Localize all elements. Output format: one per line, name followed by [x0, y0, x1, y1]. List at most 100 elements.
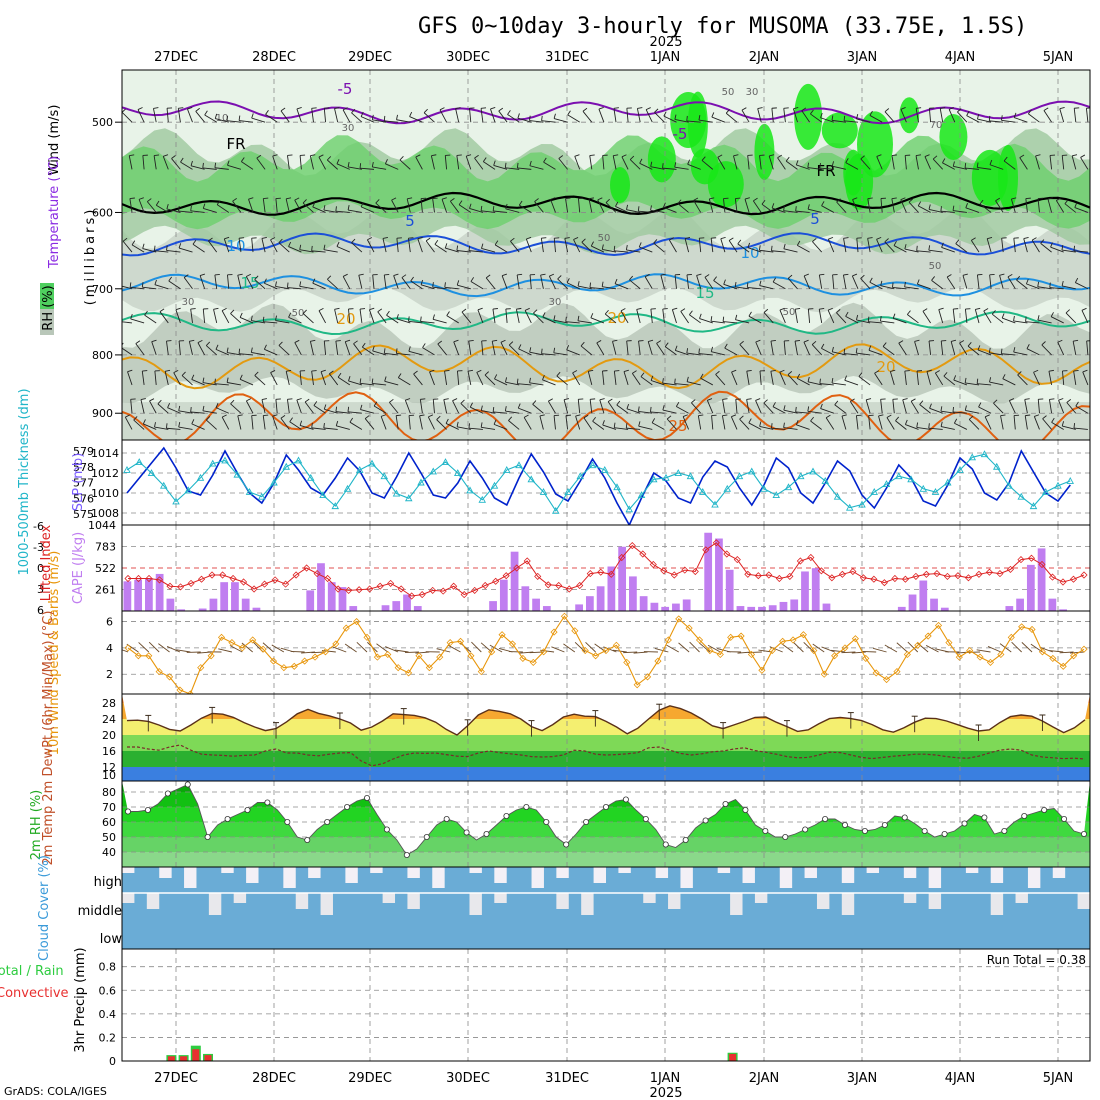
- cape-bar: [736, 606, 745, 611]
- wind-barb: [493, 210, 508, 213]
- wind-barb: [880, 320, 895, 324]
- li-marker: [901, 575, 909, 583]
- wind-barb-flag: [978, 402, 982, 408]
- date-label-top: 3JAN: [847, 50, 878, 65]
- thickness-marker: [196, 473, 205, 481]
- wind-barb: [1007, 276, 1016, 290]
- cloud-gap-high: [593, 867, 606, 883]
- wind-speed-marker: [456, 637, 465, 645]
- wind-barb: [587, 371, 593, 386]
- wind-barb-flag: [928, 245, 931, 251]
- wind-barb: [759, 370, 762, 385]
- wind-barb-flag: [1001, 313, 1005, 319]
- wind-barb-flag: [951, 339, 957, 342]
- wind-barb: [626, 408, 641, 414]
- wind-speed-marker: [508, 640, 517, 648]
- wind-barb-flag: [375, 199, 380, 204]
- wind-barb-flag: [856, 314, 859, 320]
- wind10m-barb: [1011, 641, 1022, 653]
- wind-barb: [855, 415, 859, 430]
- cloud-gap-high: [1027, 867, 1041, 888]
- wind-barb: [931, 279, 943, 290]
- wind-barb-flag: [819, 273, 825, 276]
- wind-barb-flag: [342, 273, 348, 277]
- thickness-marker: [1066, 476, 1075, 484]
- wind-barb-flag: [589, 154, 595, 156]
- wind-barb-flag: [342, 107, 348, 111]
- li-marker: [996, 570, 1004, 578]
- wind-barb: [602, 370, 605, 385]
- wind-barb: [723, 321, 738, 324]
- wind-barb-flag: [1013, 347, 1016, 353]
- wind-barb: [860, 158, 871, 170]
- wind-barb: [640, 376, 653, 386]
- wind-barb: [517, 167, 532, 170]
- temp-tick-label: 10: [102, 769, 116, 782]
- wind-barb-flag: [445, 418, 449, 424]
- wind-barb-flag: [153, 245, 156, 251]
- wind-barb-flag: [318, 307, 324, 312]
- wind-speed-marker: [446, 639, 454, 647]
- wind-barb-flag: [565, 197, 571, 200]
- wind-barb-flag: [988, 115, 991, 121]
- wind-barb: [190, 309, 193, 324]
- wind-barb: [1000, 415, 1004, 430]
- wind-barb-flag: [632, 370, 637, 374]
- wind-barb: [553, 238, 556, 253]
- wind-barb: [746, 371, 750, 385]
- wind-barb-flag: [556, 371, 561, 377]
- rh-marker: [443, 816, 450, 823]
- wind-barb: [1025, 198, 1028, 213]
- rh-marker: [164, 790, 171, 797]
- wind-barb-flag: [924, 154, 930, 157]
- wind-speed-marker: [134, 652, 142, 660]
- wind-barb-flag: [364, 415, 370, 419]
- wind-speed-marker: [664, 636, 672, 644]
- wind-barb-flag: [529, 347, 532, 353]
- wind-barb: [807, 167, 822, 170]
- li-marker: [134, 574, 143, 583]
- wind-barb: [825, 417, 835, 430]
- wind-barb: [517, 117, 532, 123]
- cloud-gap-middle: [469, 893, 482, 915]
- wind-barb-flag: [490, 107, 496, 110]
- li-marker: [555, 581, 563, 590]
- wind-barb: [221, 416, 230, 430]
- wind-barb-flag: [142, 243, 145, 249]
- wind-speed-marker: [592, 652, 600, 660]
- wind-barb: [929, 407, 943, 414]
- wind-barb-flag: [623, 369, 629, 372]
- wind-barb-flag: [345, 339, 351, 343]
- wind-barb-flag: [326, 156, 332, 161]
- wind-speed-marker: [124, 644, 132, 652]
- rh-contour-label: 30: [746, 87, 759, 98]
- wind-barb: [183, 277, 193, 290]
- rh-marker: [184, 781, 191, 788]
- wind-barb-flag: [237, 273, 243, 276]
- wind-barb-flag: [417, 236, 423, 240]
- wind-barb: [589, 287, 604, 290]
- wind-barb-flag: [1072, 154, 1078, 157]
- wind-barb-flag: [722, 316, 725, 322]
- wind-barb: [427, 416, 435, 430]
- rh-tick-label: 40: [102, 846, 116, 859]
- wind-barb: [926, 371, 932, 386]
- li-marker: [891, 574, 899, 583]
- wind-barb-flag: [957, 108, 962, 113]
- wind-barb-flag: [287, 398, 293, 400]
- precip-frame: [121, 948, 1091, 1062]
- wind-barb: [130, 399, 133, 414]
- wind-barb-flag: [230, 309, 235, 314]
- cloud-gap-high: [680, 867, 693, 888]
- cape-tick-label: 1044: [88, 519, 116, 532]
- wind-barb-flag: [420, 279, 424, 285]
- wind10m-barb: [1070, 651, 1085, 654]
- wind-barb-flag: [757, 107, 763, 110]
- wind-barb: [515, 309, 520, 324]
- wind-barb: [127, 371, 133, 386]
- wind-barb: [722, 399, 726, 414]
- wind-barb: [469, 108, 472, 123]
- wind-barb: [323, 249, 338, 253]
- wind-barb: [631, 373, 641, 386]
- wind-barb-flag: [869, 110, 873, 116]
